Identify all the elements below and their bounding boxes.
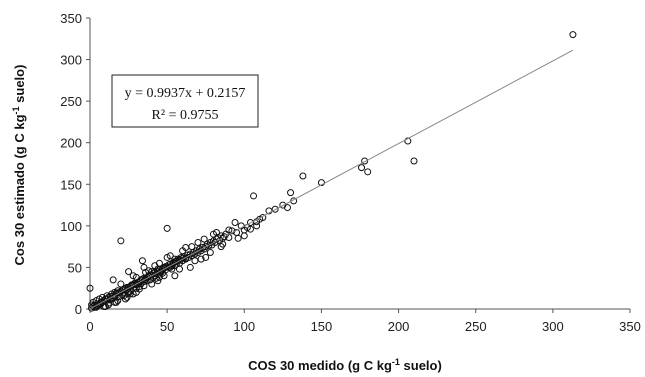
x-tick-label: 50 [160,319,174,334]
data-point [206,248,214,256]
y-axis-title: Cos 30 estimado (g C kg-1 suelo) [11,65,27,266]
data-point [287,189,295,197]
data-point [125,268,133,276]
data-point [117,237,125,245]
x-tick-labels: 0 50 100 150 200 250 300 350 [86,309,641,334]
data-point [225,226,233,234]
data-point [569,31,577,39]
y-tick-label: 0 [75,302,82,317]
data-point [246,225,254,233]
data-point [188,243,196,251]
x-tick-label: 250 [465,319,487,334]
data-point [191,257,199,265]
data-point [240,232,248,240]
data-point [182,254,190,262]
data-point [171,272,179,280]
data-point [410,157,418,165]
y-tick-label: 250 [60,94,82,109]
data-point [299,172,307,180]
data-point [283,204,291,212]
data-point [163,253,171,261]
data-point [132,273,140,281]
data-point [109,276,117,284]
y-tick-label: 50 [68,260,82,275]
data-point [200,235,208,243]
trendline [89,49,574,310]
data-point [182,243,190,251]
data-point [142,268,150,276]
x-tick-label: 300 [542,319,564,334]
y-tick-labels: 0 50 100 150 200 250 300 350 [60,11,90,317]
data-point [202,253,210,261]
data-point [86,284,94,292]
equation-box: y = 0.9937x + 0.2157 R² = 0.9755 [111,74,259,128]
data-point [194,238,202,246]
data-point [163,224,171,232]
y-tick-label: 100 [60,219,82,234]
data-point [154,277,162,285]
data-point [138,257,146,265]
data-point [358,164,366,172]
x-tick-label: 150 [311,319,333,334]
y-tick-label: 150 [60,177,82,192]
data-point [135,285,143,293]
x-tick-label: 350 [619,319,641,334]
data-point [175,265,183,273]
plot-area [89,18,630,310]
data-point [234,234,242,242]
r-squared-label: R² = 0.9755 [152,108,219,123]
data-point [317,179,325,187]
data-point [126,290,134,298]
y-tick-label: 300 [60,53,82,68]
equation-label: y = 0.9937x + 0.2157 [125,86,246,101]
data-point [213,229,221,237]
data-point [151,262,159,270]
data-point [105,301,113,309]
x-tick-label: 0 [86,319,93,334]
data-point [271,205,279,213]
data-points [86,31,577,312]
data-point [148,280,156,288]
data-point [211,238,219,246]
y-tick-label: 200 [60,136,82,151]
data-point [111,298,119,306]
x-axis-title: COS 30 medido (g C kg-1 suelo) [248,357,442,373]
data-point [250,192,258,200]
data-point [160,272,168,280]
data-point [199,243,207,251]
data-point [205,242,213,250]
data-point [186,263,194,271]
x-tick-label: 100 [233,319,255,334]
y-tick-label: 350 [60,11,82,26]
data-point [361,157,369,165]
data-point [140,263,148,271]
data-point [364,168,372,176]
data-point [231,219,239,227]
data-point [140,282,148,290]
data-point [253,222,261,230]
data-point [121,295,129,303]
data-point [120,292,128,300]
data-point [197,255,205,263]
data-point [404,137,412,145]
data-point [219,240,227,248]
data-point [174,257,182,265]
x-tick-label: 200 [388,319,410,334]
